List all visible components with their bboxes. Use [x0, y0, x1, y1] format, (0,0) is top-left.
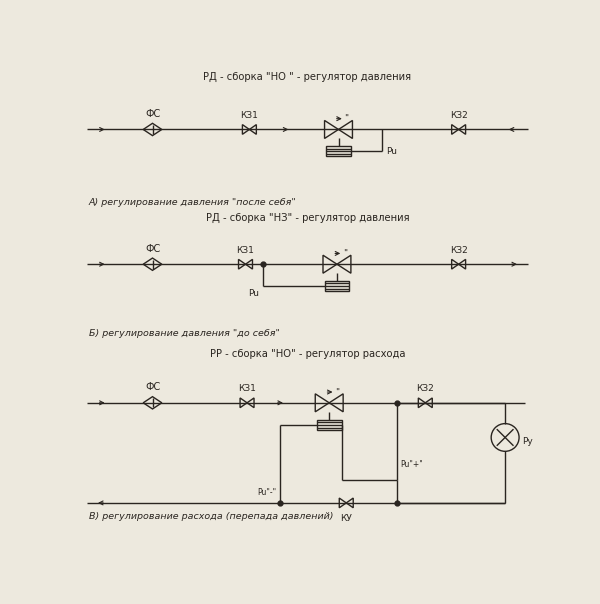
- Text: В) регулирование расхода (перепада давлений): В) регулирование расхода (перепада давле…: [89, 512, 334, 521]
- Text: Pu"-": Pu"-": [257, 487, 277, 496]
- Text: ФС: ФС: [145, 109, 160, 119]
- Text: ФС: ФС: [145, 382, 160, 393]
- Text: КЗ2: КЗ2: [450, 111, 467, 120]
- Text: РР - сборка "НО" - регулятор расхода: РР - сборка "НО" - регулятор расхода: [210, 349, 405, 359]
- Text: КЗ1: КЗ1: [241, 111, 259, 120]
- Text: КЗ2: КЗ2: [416, 385, 434, 393]
- Text: Б) регулирование давления "до себя": Б) регулирование давления "до себя": [89, 329, 280, 338]
- Text: КЗ1: КЗ1: [236, 246, 254, 255]
- Text: ФС: ФС: [145, 244, 160, 254]
- Text: Pu: Pu: [386, 147, 397, 156]
- Text: КЗ1: КЗ1: [238, 385, 256, 393]
- Text: РД - сборка "НО " - регулятор давления: РД - сборка "НО " - регулятор давления: [203, 72, 412, 82]
- Text: КЗ2: КЗ2: [450, 246, 467, 255]
- Text: КУ: КУ: [340, 515, 352, 524]
- Bar: [326, 146, 351, 156]
- Text: Pu: Pu: [248, 289, 259, 298]
- Text: ": ": [335, 388, 339, 397]
- Text: Ру: Ру: [522, 437, 533, 446]
- Text: А) регулирование давления "после себя": А) регулирование давления "после себя": [89, 198, 296, 207]
- Bar: [325, 281, 349, 291]
- Bar: [317, 420, 341, 429]
- Text: ": ": [343, 249, 347, 258]
- Text: Pu"+": Pu"+": [401, 460, 423, 469]
- Text: РД - сборка "НЗ" - регулятор давления: РД - сборка "НЗ" - регулятор давления: [206, 213, 409, 223]
- Text: ": ": [344, 114, 349, 123]
